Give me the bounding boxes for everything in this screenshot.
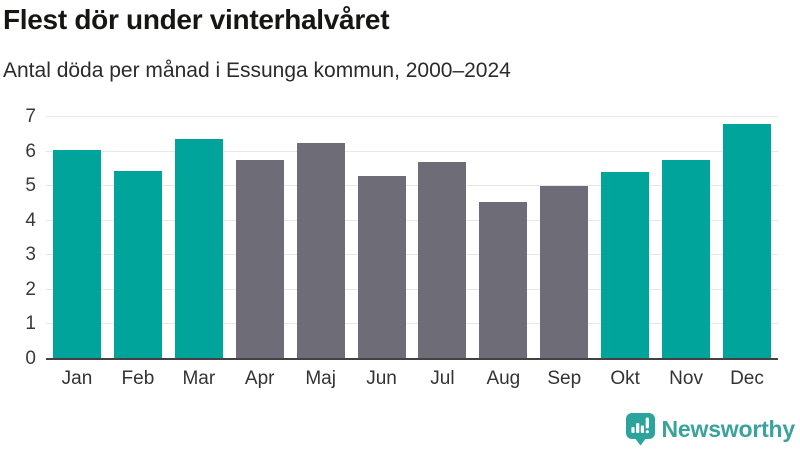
y-axis-tick-labels: 0 1 2 3 4 5 6 7	[0, 106, 36, 369]
bar-okt	[601, 172, 650, 359]
bar-apr	[235, 160, 284, 359]
bar-feb	[113, 170, 162, 359]
y-tick-label-4: 4	[25, 209, 36, 231]
x-tick-label-dec: Dec	[730, 368, 764, 389]
newsworthy-logo-icon	[625, 413, 655, 446]
gridline-3	[46, 254, 778, 256]
bar-chart-plot-area	[46, 116, 778, 360]
y-tick-label-5: 5	[25, 175, 36, 197]
x-tick-label-feb: Feb	[121, 368, 155, 389]
x-tick-label-maj: Maj	[305, 368, 336, 389]
x-tick-label-sep: Sep	[547, 368, 582, 389]
y-tick-label-1: 1	[25, 313, 36, 335]
gridline-7	[46, 116, 778, 117]
brand-footer: Newsworthy	[625, 413, 796, 446]
x-axis-tick-labels: Jan Feb Mar Apr Maj Jun Jul Aug Sep Okt Nov Dec	[46, 368, 778, 390]
bar-nov	[662, 160, 711, 359]
x-tick-label-mar: Mar	[182, 368, 216, 389]
x-tick-label-jul: Jul	[430, 368, 455, 389]
gridline-5	[46, 185, 778, 187]
y-tick-label-2: 2	[25, 278, 36, 300]
chart-subtitle: Antal döda per månad i Essunga kommun, 2…	[3, 59, 511, 82]
gridline-1	[46, 323, 778, 325]
bar-sep	[540, 186, 589, 359]
y-tick-label-7: 7	[25, 106, 36, 127]
bar-maj	[296, 142, 345, 359]
gridline-6	[46, 150, 778, 152]
x-tick-label-jan: Jan	[61, 368, 93, 389]
x-tick-label-apr: Apr	[244, 368, 275, 389]
x-tick-label-nov: Nov	[669, 368, 703, 389]
bar-aug	[479, 201, 528, 359]
x-tick-label-aug: Aug	[486, 368, 521, 389]
bar-jun	[357, 175, 406, 359]
bar-jan	[53, 149, 101, 359]
y-tick-label-6: 6	[25, 140, 36, 162]
y-tick-label-0: 0	[25, 348, 36, 369]
y-tick-label-3: 3	[25, 244, 36, 266]
x-axis-line	[46, 358, 778, 360]
bar-dec	[722, 123, 771, 359]
bar-jul	[418, 161, 467, 359]
brand-name: Newsworthy	[661, 416, 796, 442]
x-tick-label-okt: Okt	[610, 368, 640, 389]
gridline-4	[46, 219, 778, 221]
gridline-2	[46, 288, 778, 290]
chart-title: Flest dör under vinterhalvåret	[3, 4, 390, 35]
bar-mar	[174, 139, 223, 359]
bars-group	[46, 117, 778, 359]
x-tick-label-jun: Jun	[366, 368, 397, 389]
